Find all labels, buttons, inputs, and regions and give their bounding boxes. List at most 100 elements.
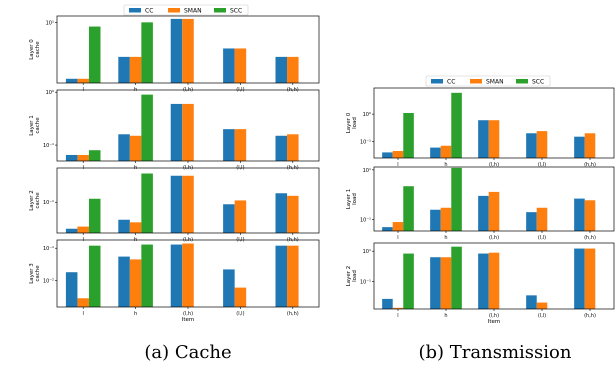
bar-sman-0 — [392, 151, 404, 158]
bar-cc-1 — [430, 209, 441, 231]
x-tick-label: (h,h) — [287, 311, 299, 317]
bar-sman-1 — [129, 222, 142, 233]
bar-cc-4 — [574, 248, 585, 309]
bar-cc-1 — [118, 134, 130, 161]
legend-label-cc: CC — [447, 79, 455, 86]
y-tick-label: 10¹ — [46, 20, 54, 26]
y-axis-label-line2: cache — [35, 41, 41, 58]
y-tick-label: 10⁻¹ — [43, 246, 54, 252]
bar-sman-1 — [440, 207, 452, 231]
x-tick-label: h — [444, 162, 447, 168]
legend-label-sman: SMAN — [184, 8, 202, 15]
bar-sman-2 — [182, 243, 194, 307]
x-tick-label: l — [397, 235, 398, 241]
bar-cc-3 — [526, 295, 537, 309]
subplot-b-2: l h (l,h) (l,l) (h,h) 10¹ 10⁻¹ Layer 2 load Item — [346, 242, 615, 325]
bar-scc-0 — [88, 26, 101, 83]
bar-cc-3 — [223, 269, 235, 307]
x-tick-label: h — [444, 313, 447, 319]
bar-scc-0 — [88, 150, 101, 161]
x-tick-label: (l,l) — [538, 162, 546, 168]
legend-swatch-cc — [431, 79, 443, 84]
x-tick-label: (l,h) — [489, 313, 499, 319]
bar-sman-3 — [234, 48, 247, 83]
bar-sman-0 — [77, 78, 89, 83]
bar-sman-3 — [536, 207, 548, 231]
bar-scc-1 — [451, 246, 462, 309]
x-tick-label: (l,h) — [489, 162, 499, 168]
bar-sman-4 — [287, 134, 299, 161]
bar-scc-1 — [141, 173, 153, 233]
x-tick-label: (l,l) — [538, 235, 546, 241]
y-tick-label: 10⁻² — [43, 278, 54, 284]
bar-sman-3 — [234, 287, 247, 307]
bar-sman-0 — [392, 222, 404, 231]
bar-cc-3 — [526, 212, 537, 231]
x-tick-label: (h,h) — [584, 162, 596, 168]
x-axis-label: Item — [488, 319, 501, 325]
y-tick-label: 10⁻¹ — [360, 279, 371, 285]
bar-sman-4 — [287, 195, 299, 233]
y-tick-label: 10⁻¹ — [43, 143, 54, 149]
x-tick-label: h — [134, 311, 137, 317]
bar-cc-0 — [65, 272, 78, 307]
y-axis-label: Layer 0 — [346, 112, 352, 133]
axes-frame — [56, 167, 320, 234]
bar-cc-2 — [170, 18, 183, 83]
bar-scc-1 — [141, 244, 153, 307]
y-axis-label: Layer 2 — [29, 190, 35, 211]
bar-scc-0 — [88, 198, 101, 233]
bar-sman-2 — [488, 252, 500, 309]
bar-cc-3 — [526, 133, 537, 158]
bar-sman-2 — [182, 175, 194, 233]
y-axis-label-line2: cache — [35, 117, 41, 134]
y-tick-label: 10⁻¹ — [360, 218, 371, 224]
bar-sman-4 — [584, 200, 596, 231]
bar-sman-1 — [129, 135, 142, 161]
x-tick-label: l — [83, 311, 84, 317]
legend-swatch-sman — [470, 79, 482, 84]
bar-cc-1 — [430, 257, 441, 309]
bar-sman-2 — [182, 18, 194, 83]
bar-sman-3 — [234, 200, 247, 233]
x-tick-label: (h,h) — [584, 313, 596, 319]
legend-label-cc: CC — [145, 8, 153, 15]
bar-sman-3 — [536, 131, 548, 158]
y-tick-label: 10⁻¹ — [43, 200, 54, 206]
bar-scc-0 — [403, 253, 414, 309]
x-tick-label: (h,h) — [584, 235, 596, 241]
axes-frame — [56, 239, 320, 308]
y-axis-label-line2: cache — [35, 265, 41, 282]
bar-sman-4 — [584, 248, 596, 309]
bar-sman-4 — [287, 245, 299, 307]
subplot-b-1: l h (l,h) (l,l) (h,h) 10¹ 10⁻¹ Layer 1 load — [346, 166, 615, 241]
bar-sman-0 — [77, 154, 89, 161]
bar-sman-4 — [584, 133, 596, 158]
bar-sman-2 — [488, 120, 500, 158]
bar-sman-1 — [440, 145, 452, 158]
bar-sman-0 — [77, 298, 89, 307]
y-tick-label: 10⁰ — [363, 112, 371, 118]
bar-cc-1 — [118, 256, 130, 307]
bar-cc-2 — [478, 253, 489, 309]
bar-sman-1 — [440, 257, 452, 309]
y-axis-label: Layer 2 — [346, 266, 352, 287]
x-tick-label: l — [397, 313, 398, 319]
x-tick-label: (l,l) — [538, 313, 546, 319]
bar-cc-3 — [223, 204, 235, 233]
legend-cache: CC SMAN SCC — [123, 4, 249, 16]
bar-cc-4 — [574, 198, 585, 231]
bar-scc-1 — [451, 92, 462, 158]
x-tick-label: (l,h) — [183, 311, 193, 317]
bar-cc-0 — [382, 152, 393, 158]
bar-sman-2 — [488, 191, 500, 231]
bar-sman-4 — [287, 56, 299, 83]
bar-scc-1 — [451, 167, 462, 231]
legend-swatch-cc — [129, 8, 141, 13]
y-axis-label-line2: load — [352, 117, 358, 129]
caption-cache: (a) Cache — [144, 342, 231, 363]
